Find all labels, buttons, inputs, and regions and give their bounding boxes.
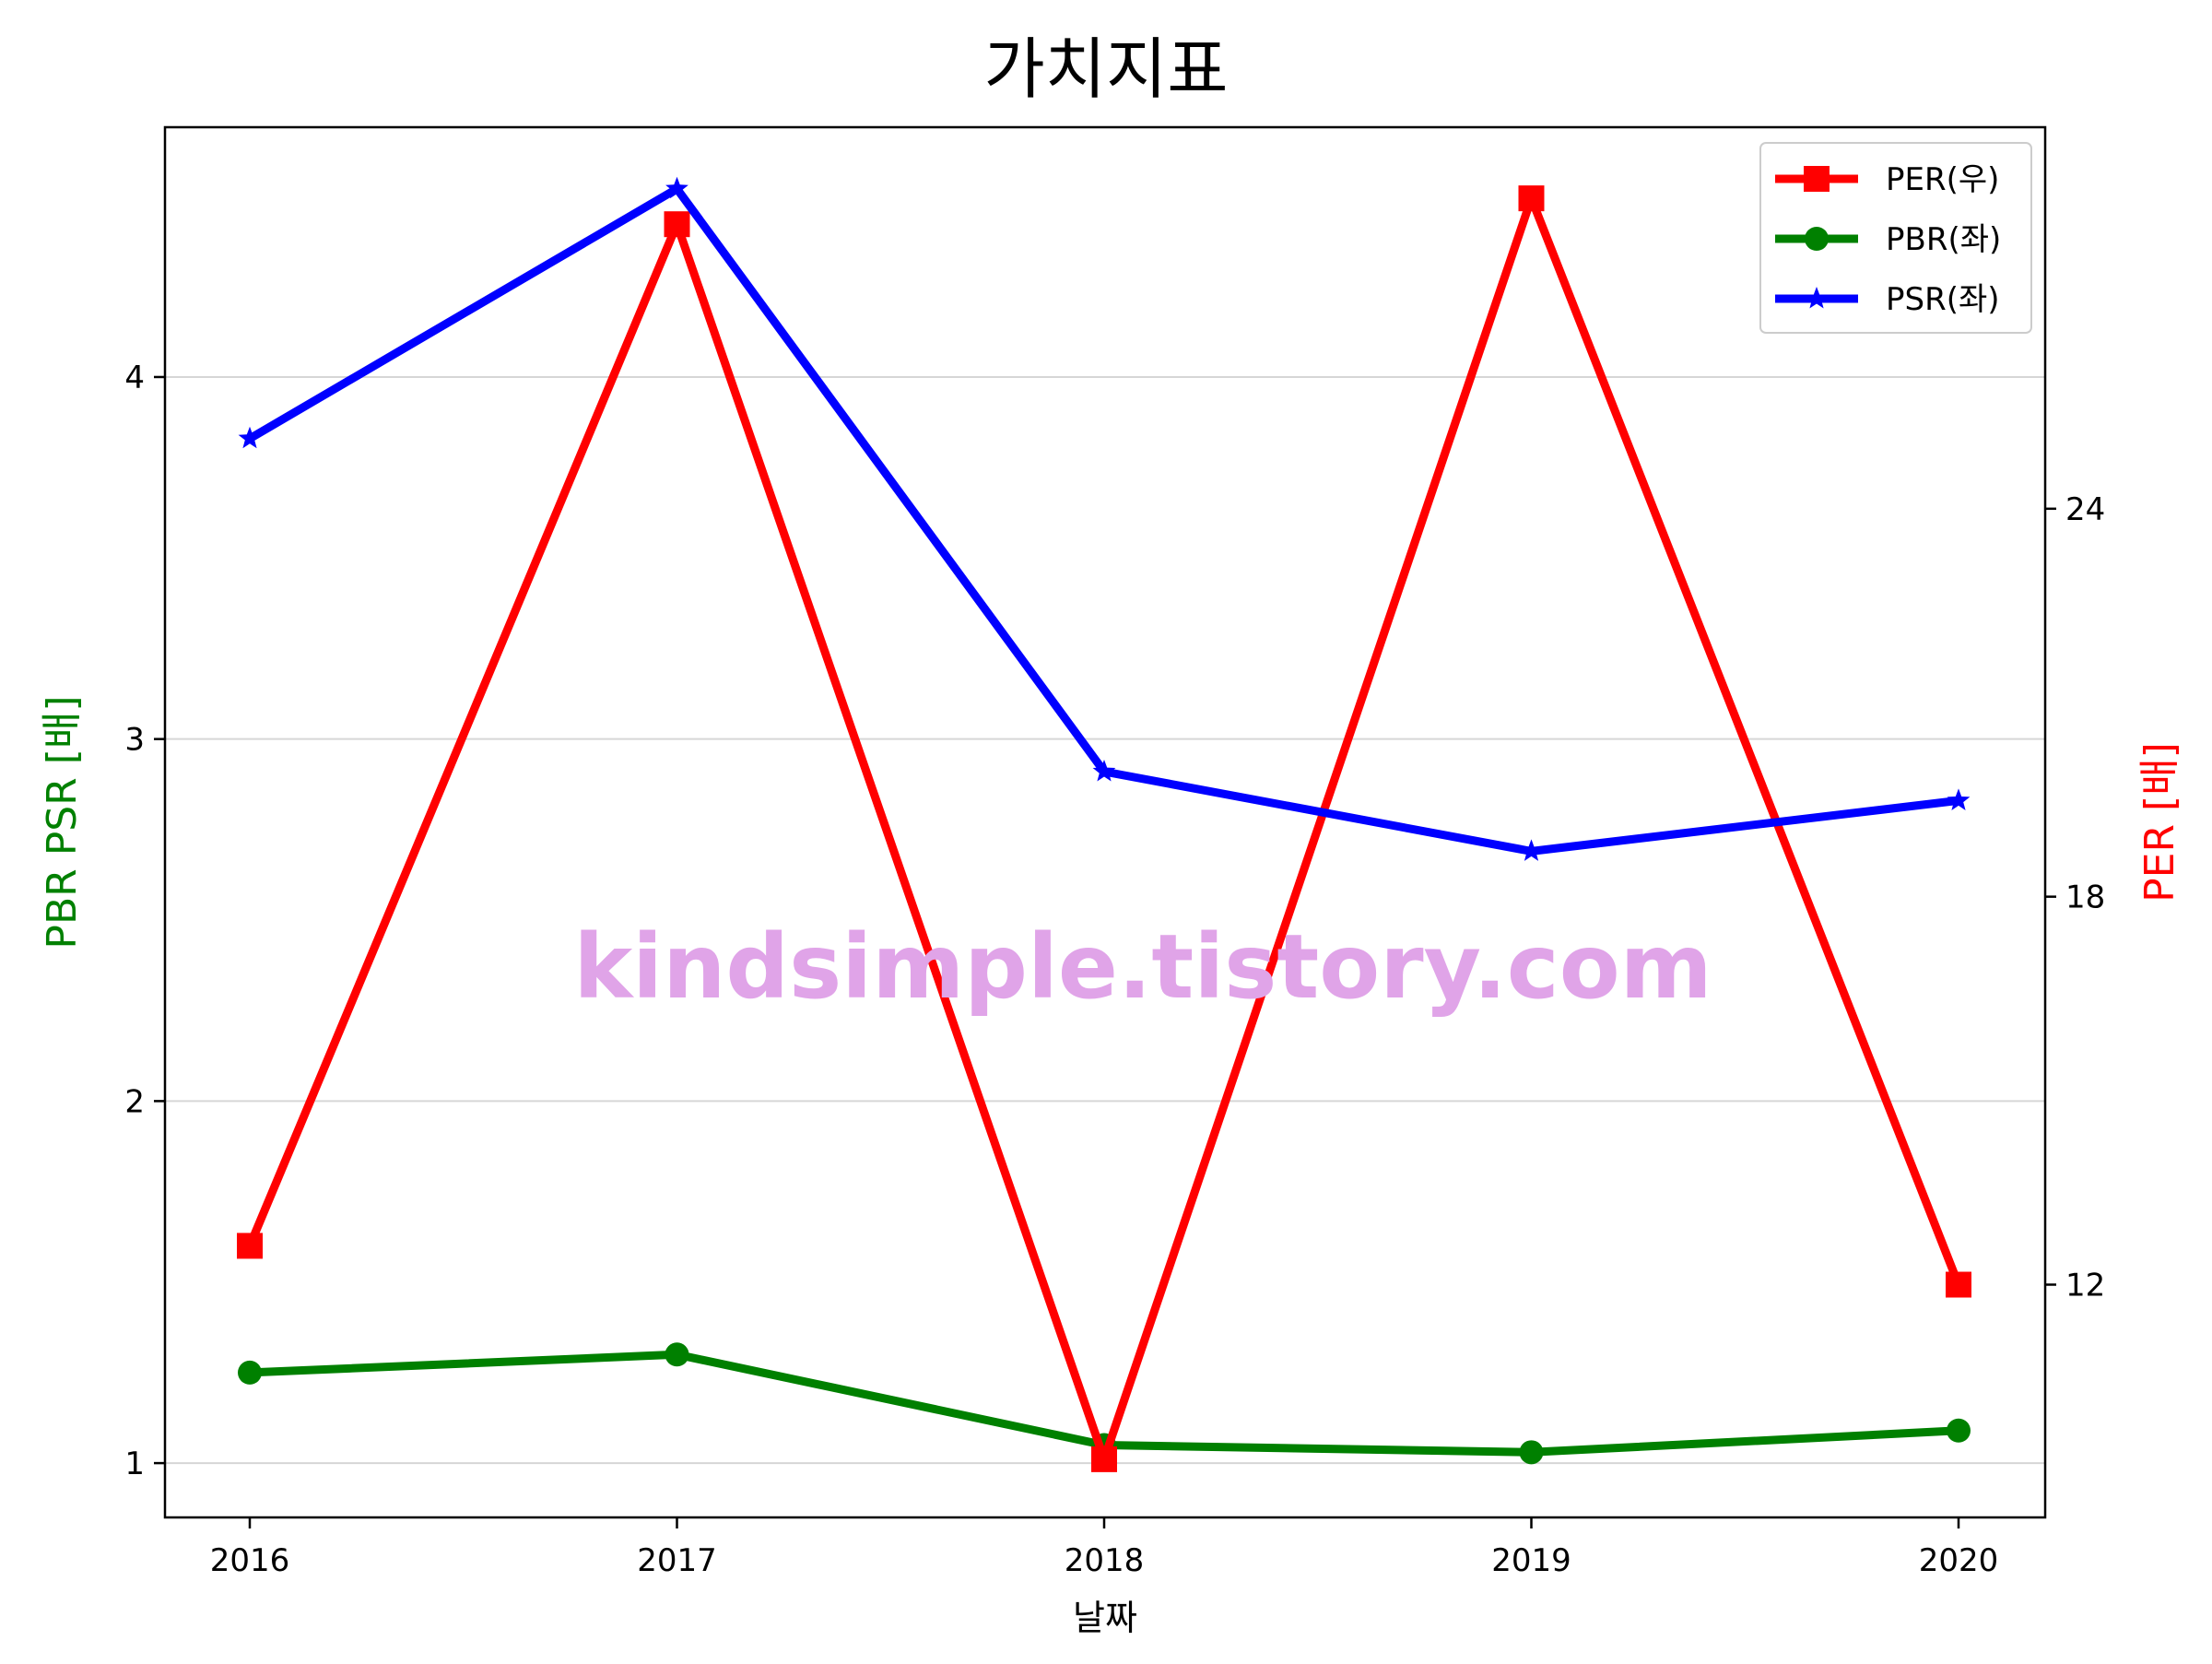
pbr-point-2017 (665, 1342, 689, 1367)
legend-marker-psr (1805, 287, 1829, 309)
legend-label-psr: PSR(좌) (1886, 281, 2000, 318)
left-tick-label-2: 2 (124, 1083, 145, 1120)
grid-lines (165, 375, 2045, 1465)
legend-marker-per (1804, 166, 1830, 192)
y-axis-label-right: PER [배] (2136, 742, 2183, 903)
x-tick-label-2019: 2019 (1491, 1542, 1571, 1579)
legend-marker-pbr (1805, 227, 1829, 251)
left-tick-label-3: 3 (124, 722, 145, 759)
x-tick-label-2017: 2017 (637, 1542, 717, 1579)
x-axis-label: 날짜 (1073, 1598, 1137, 1638)
legend-label-pbr: PBR(좌) (1886, 221, 2001, 258)
pbr-point-2016 (238, 1360, 262, 1385)
x-tick-label-2018: 2018 (1065, 1542, 1145, 1579)
psr-point-2020 (1947, 788, 1971, 810)
right-tick-label-18: 18 (2065, 879, 2105, 916)
left-tick-label-1: 1 (124, 1446, 145, 1482)
y-axis-label-left: PBR PSR [배] (39, 695, 86, 949)
pbr-point-2020 (1947, 1418, 1971, 1443)
legend: PER(우) PBR(좌) PSR(좌) (1759, 142, 2032, 334)
chart-title: 가치지표 (984, 30, 1229, 108)
x-tick-label-2020: 2020 (1919, 1542, 1999, 1579)
psr-point-2018 (1092, 760, 1116, 782)
left-tick-label-4: 4 (124, 360, 145, 396)
per-point-2020 (1946, 1271, 1971, 1298)
x-tick-label-2016: 2016 (210, 1542, 290, 1579)
psr-point-2017 (665, 176, 688, 199)
watermark-text: kindsimple.tistory.com (573, 915, 1712, 1019)
pbr-point-2019 (1519, 1440, 1544, 1465)
per-point-2016 (237, 1233, 263, 1259)
psr-point-2016 (238, 426, 262, 449)
psr-point-2019 (1520, 839, 1543, 861)
per-point-2017 (664, 211, 690, 238)
right-tick-label-24: 24 (2065, 491, 2105, 528)
right-tick-label-12: 12 (2065, 1267, 2105, 1304)
series-layer (237, 176, 1971, 1472)
per-point-2019 (1518, 185, 1545, 212)
legend-label-per: PER(우) (1886, 161, 1999, 198)
per-point-2018 (1091, 1446, 1117, 1472)
